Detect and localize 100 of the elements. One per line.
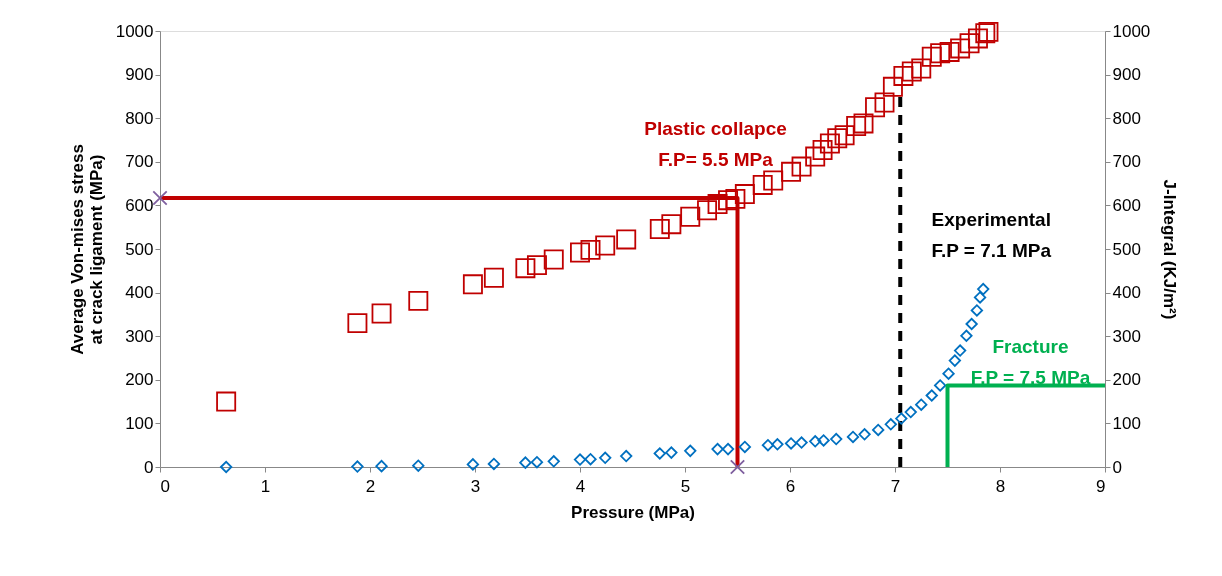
- y-tick-label: 900: [125, 65, 154, 85]
- y-tick-label: 300: [125, 326, 154, 346]
- y-tick-label: 500: [125, 239, 154, 259]
- point: [965, 317, 978, 331]
- y2-tick-label: 0: [1112, 457, 1122, 477]
- point: [948, 354, 961, 367]
- point: [595, 235, 616, 256]
- point: [519, 456, 532, 469]
- point: [784, 437, 798, 450]
- point: [953, 344, 967, 357]
- y2-tick-label: 800: [1112, 108, 1141, 128]
- y-axis-title: Average Von-mises stress at crack ligament (MPa): [67, 144, 106, 355]
- point: [649, 218, 670, 239]
- point: [616, 229, 637, 250]
- y2-tick-label: 300: [1112, 326, 1141, 346]
- point: [884, 418, 897, 431]
- point: [408, 290, 429, 311]
- point: [526, 255, 547, 276]
- point: [960, 329, 973, 342]
- point: [882, 76, 903, 97]
- point: [734, 184, 755, 205]
- point: [817, 434, 830, 447]
- y2-tick-label: 1000: [1112, 21, 1151, 41]
- point: [220, 460, 233, 474]
- point: [846, 116, 867, 137]
- x-tick-label: 8: [995, 476, 1006, 496]
- point: [711, 442, 724, 456]
- point: [795, 436, 808, 449]
- point: [570, 242, 590, 263]
- point: [809, 435, 822, 448]
- point: [921, 46, 942, 67]
- point: [584, 453, 597, 466]
- point: [874, 92, 895, 113]
- point: [653, 447, 666, 460]
- y-tick-label: 800: [125, 108, 154, 128]
- y2-tick-label: 600: [1112, 195, 1141, 215]
- point: [819, 133, 840, 154]
- point: [599, 451, 612, 464]
- series-label: Fracture F.P = 7.5 MPa: [970, 336, 1091, 389]
- y-tick-label: 200: [125, 370, 154, 390]
- x-axis-title: Pressure (MPa): [571, 502, 695, 522]
- point: [725, 188, 746, 209]
- point: [950, 38, 971, 59]
- point: [763, 170, 784, 191]
- point: [771, 438, 784, 451]
- point: [805, 146, 826, 167]
- y-tick-label: 1000: [115, 21, 154, 41]
- point: [834, 125, 855, 146]
- x-tick-label: 5: [680, 476, 691, 496]
- point: [216, 391, 237, 412]
- point: [738, 440, 751, 454]
- y2-axis-title: J-Integral (KJ/m²): [1160, 179, 1180, 320]
- point: [580, 239, 601, 260]
- y2-tick-label: 900: [1112, 65, 1141, 85]
- point: [483, 267, 504, 288]
- point: [925, 389, 938, 402]
- point: [830, 432, 843, 446]
- point: [977, 282, 990, 296]
- point: [970, 304, 984, 317]
- point: [865, 97, 886, 118]
- x-tick-label: 1: [260, 476, 271, 496]
- point: [846, 430, 860, 444]
- point: [934, 379, 947, 392]
- point: [543, 249, 564, 270]
- point: [858, 428, 871, 441]
- point: [661, 214, 682, 235]
- point: [904, 405, 917, 419]
- point: [412, 459, 425, 472]
- point: [530, 456, 544, 469]
- point: [721, 442, 735, 456]
- point: [718, 190, 739, 211]
- y-tick-label: 700: [125, 152, 154, 172]
- point: [680, 206, 701, 227]
- x-tick-label: 7: [890, 476, 901, 496]
- x-tick-label: 4: [575, 476, 586, 496]
- point: [547, 455, 560, 468]
- point: [487, 457, 501, 471]
- y2-tick-label: 100: [1112, 413, 1141, 433]
- y-tick-label: 100: [125, 413, 154, 433]
- x-tick-label: 3: [470, 476, 481, 496]
- point: [872, 423, 885, 437]
- y-tick-label: 600: [125, 195, 154, 215]
- point: [684, 444, 697, 458]
- point: [152, 190, 168, 206]
- point: [812, 140, 833, 161]
- point: [761, 439, 775, 452]
- point: [853, 113, 874, 134]
- point: [462, 274, 483, 295]
- point: [942, 367, 955, 380]
- x-tick-label: 6: [785, 476, 796, 496]
- point: [930, 43, 951, 64]
- point: [697, 200, 718, 221]
- point: [375, 459, 388, 473]
- point: [515, 258, 536, 279]
- point: [466, 458, 480, 471]
- point: [665, 446, 678, 459]
- point: [973, 291, 987, 304]
- point: [895, 412, 908, 425]
- point: [915, 398, 928, 411]
- x-tick-label: 0: [160, 476, 170, 496]
